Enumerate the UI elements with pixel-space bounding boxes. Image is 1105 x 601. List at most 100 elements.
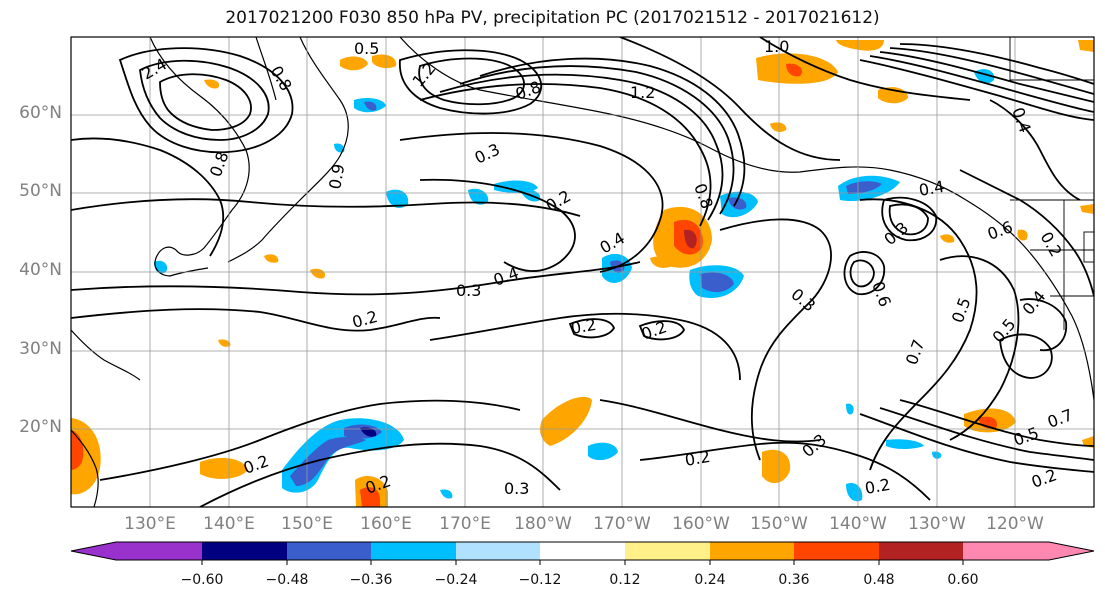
- contour-line: [71, 198, 581, 217]
- coastlines: [71, 37, 1094, 507]
- contour-line: [959, 169, 1094, 297]
- colorbar: [70, 541, 1095, 565]
- contour-line: [879, 407, 1094, 461]
- precip-patch: [334, 143, 345, 153]
- colorbar-swatch: [540, 542, 625, 560]
- precip-patch: [200, 457, 248, 479]
- precip-patch: [1078, 40, 1094, 52]
- map-area: 0.5 2.4 0.8 1.2 1.0 1.2 0.8 0.3 0.2 0.4 …: [71, 37, 1094, 507]
- contour-line: [71, 308, 441, 332]
- contour-line: [889, 47, 1094, 95]
- contour-label: 0.5: [354, 39, 379, 58]
- contour-line: [638, 320, 686, 341]
- lon-label: 160°W: [672, 514, 730, 534]
- colorbar-tick-label: 0.60: [947, 572, 979, 588]
- precip-patch: [650, 256, 673, 268]
- colorbar-swatch: [456, 542, 540, 560]
- lon-label: 170°W: [593, 514, 651, 534]
- coastline-japan-kuril: [227, 37, 349, 263]
- contour-line: [159, 73, 252, 131]
- pv-contours: [71, 37, 1094, 507]
- contour-line: [859, 198, 978, 471]
- precip-patch: [684, 229, 697, 249]
- precip-patch: [836, 40, 884, 51]
- precip-patch: [770, 122, 787, 132]
- precip-patch: [846, 181, 882, 194]
- contour-line: [869, 55, 1094, 113]
- contour-label: 0.3: [504, 479, 529, 498]
- colorbar-swatch: [710, 542, 794, 560]
- contour-label: 0.2: [863, 475, 891, 498]
- contour-line: [759, 37, 971, 101]
- contour-line: [639, 441, 931, 501]
- contour-line: [459, 65, 735, 215]
- colorbar-tick-label: 0.12: [609, 572, 641, 588]
- contour-label: 0.3: [456, 281, 481, 300]
- contour-line: [719, 218, 832, 461]
- contour-line: [418, 57, 525, 106]
- colorbar-swatch: [371, 542, 456, 560]
- colorbar-swatch: [116, 542, 202, 560]
- contour-line: [989, 99, 1081, 201]
- coastline-asia: [149, 37, 250, 256]
- contour-line: [879, 51, 1094, 103]
- colorbar-tick-label: −0.12: [518, 572, 562, 588]
- lat-label: 50°N: [19, 181, 62, 201]
- contour-line: [118, 47, 294, 154]
- coastline-sakhalin: [255, 37, 277, 101]
- precip-patch: [588, 442, 618, 461]
- contour-line: [568, 318, 616, 339]
- colorbar-swatch: [202, 542, 287, 560]
- colorbar-tick-marks: [201, 560, 964, 565]
- contour-line: [881, 196, 937, 242]
- colorbar-swatch: [794, 542, 879, 560]
- contour-line: [399, 49, 543, 115]
- precip-patch: [1017, 229, 1028, 241]
- colorbar-tick-label: −0.36: [349, 572, 393, 588]
- colorbar-swatch: [963, 542, 1049, 560]
- colorbar-swatch: [1049, 542, 1094, 560]
- precip-patch: [762, 449, 791, 484]
- precip-patch: [204, 79, 220, 89]
- contour-label: 0.4: [917, 177, 945, 200]
- contour-line: [399, 132, 664, 273]
- lon-label: 160°E: [360, 514, 412, 534]
- precip-patch: [364, 101, 377, 111]
- colorbar-tick-label: 0.24: [694, 572, 726, 588]
- contour-line: [1019, 298, 1068, 352]
- colorbar-tick-label: 0.48: [863, 572, 895, 588]
- lon-label: 180°W: [514, 514, 572, 534]
- contour-line: [139, 59, 270, 141]
- precip-patch: [372, 54, 397, 69]
- contour-line: [429, 312, 741, 381]
- precip-patch: [71, 430, 84, 470]
- lon-label: 130°W: [908, 514, 966, 534]
- lat-label: 30°N: [19, 339, 62, 359]
- contour-line: [71, 261, 641, 296]
- precip-patch: [310, 268, 326, 279]
- precip-patch: [846, 403, 854, 415]
- colorbar-tick-label: −0.60: [180, 572, 224, 588]
- coastline-aleutians-alaska: [399, 37, 1094, 401]
- precip-patch: [700, 272, 734, 293]
- contour-line: [419, 178, 576, 272]
- contour-line: [999, 333, 1053, 379]
- contour-line: [419, 83, 712, 227]
- colorbar-tick-label: −0.48: [265, 572, 309, 588]
- precip-patch: [886, 439, 924, 449]
- colorbar-outline: [70, 541, 1095, 561]
- map-title: 2017021200 F030 850 hPa PV, precipitatio…: [225, 8, 880, 28]
- contour-line: [439, 73, 724, 221]
- contour-label: 0.2: [683, 447, 711, 470]
- contour-line: [619, 37, 841, 161]
- colorbar-tick-label: −0.24: [434, 572, 478, 588]
- borders: [1009, 37, 1094, 330]
- gridlines: [71, 37, 1094, 507]
- contour-label: 0.2: [569, 315, 597, 338]
- precip-patch: [360, 427, 377, 437]
- colorbar-tick-label: 0.36: [778, 572, 810, 588]
- precip-negative-areas: [154, 69, 995, 502]
- map-frame: [70, 36, 1095, 508]
- contour-label: 1.2: [630, 83, 655, 102]
